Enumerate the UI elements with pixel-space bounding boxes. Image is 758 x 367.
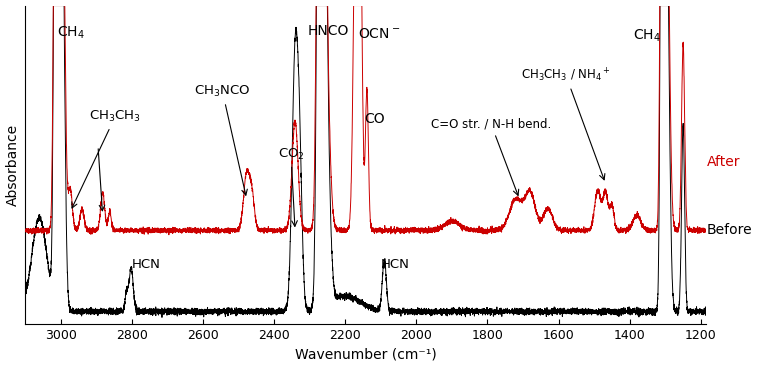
- X-axis label: Wavenumber (cm⁻¹): Wavenumber (cm⁻¹): [295, 348, 437, 361]
- Text: CH$_4$: CH$_4$: [57, 24, 85, 41]
- Text: CH$_3$NCO: CH$_3$NCO: [194, 84, 251, 195]
- Text: CH$_3$CH$_3$: CH$_3$CH$_3$: [72, 109, 141, 208]
- Text: OCN$^-$: OCN$^-$: [359, 28, 400, 41]
- Text: After: After: [707, 155, 741, 169]
- Text: CH$_4$: CH$_4$: [633, 28, 661, 44]
- Y-axis label: Absorbance: Absorbance: [5, 124, 20, 206]
- Text: HCN: HCN: [132, 258, 161, 271]
- Text: HCN: HCN: [381, 258, 409, 271]
- Text: CO: CO: [364, 112, 384, 126]
- Text: HNCO: HNCO: [308, 24, 349, 38]
- Text: CH$_3$CH$_3$ / NH$_4$$^+$: CH$_3$CH$_3$ / NH$_4$$^+$: [521, 66, 610, 180]
- Text: C=O str. / N-H bend.: C=O str. / N-H bend.: [431, 117, 551, 195]
- Text: Before: Before: [707, 224, 753, 237]
- Text: CO$_2$: CO$_2$: [277, 146, 305, 226]
